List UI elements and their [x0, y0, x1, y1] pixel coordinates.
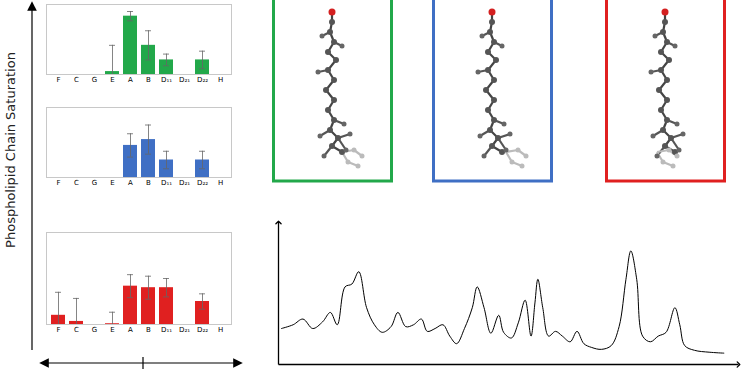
svg-text:A: A — [128, 326, 133, 334]
svg-text:D₁₁: D₁₁ — [161, 76, 172, 84]
svg-text:D₂₁: D₂₁ — [179, 76, 190, 84]
svg-text:H: H — [218, 179, 223, 187]
svg-text:B: B — [146, 326, 151, 334]
svg-text:G: G — [92, 179, 97, 187]
svg-text:D₁₁: D₁₁ — [161, 179, 172, 187]
svg-text:F: F — [56, 179, 60, 187]
svg-text:H: H — [218, 326, 223, 334]
svg-text:F: F — [56, 76, 60, 84]
svg-text:A: A — [128, 76, 133, 84]
svg-text:D₂₂: D₂₂ — [197, 76, 208, 84]
svg-text:D₂₂: D₂₂ — [197, 326, 208, 334]
svg-text:Phospholipid Chain Saturation: Phospholipid Chain Saturation — [3, 52, 18, 248]
svg-text:A: A — [128, 179, 133, 187]
svg-text:C: C — [74, 326, 79, 334]
svg-text:G: G — [92, 76, 97, 84]
svg-text:D₂₂: D₂₂ — [197, 179, 208, 187]
svg-text:H: H — [218, 76, 223, 84]
svg-text:D₁₁: D₁₁ — [161, 326, 172, 334]
svg-text:G: G — [92, 326, 97, 334]
svg-text:D₂₁: D₂₁ — [179, 326, 190, 334]
svg-text:E: E — [110, 76, 114, 84]
svg-text:B: B — [146, 76, 151, 84]
svg-text:C: C — [74, 179, 79, 187]
svg-text:E: E — [110, 179, 114, 187]
svg-text:B: B — [146, 179, 151, 187]
svg-text:F: F — [56, 326, 60, 334]
svg-text:C: C — [74, 76, 79, 84]
svg-text:D₂₁: D₂₁ — [179, 179, 190, 187]
svg-text:E: E — [110, 326, 114, 334]
